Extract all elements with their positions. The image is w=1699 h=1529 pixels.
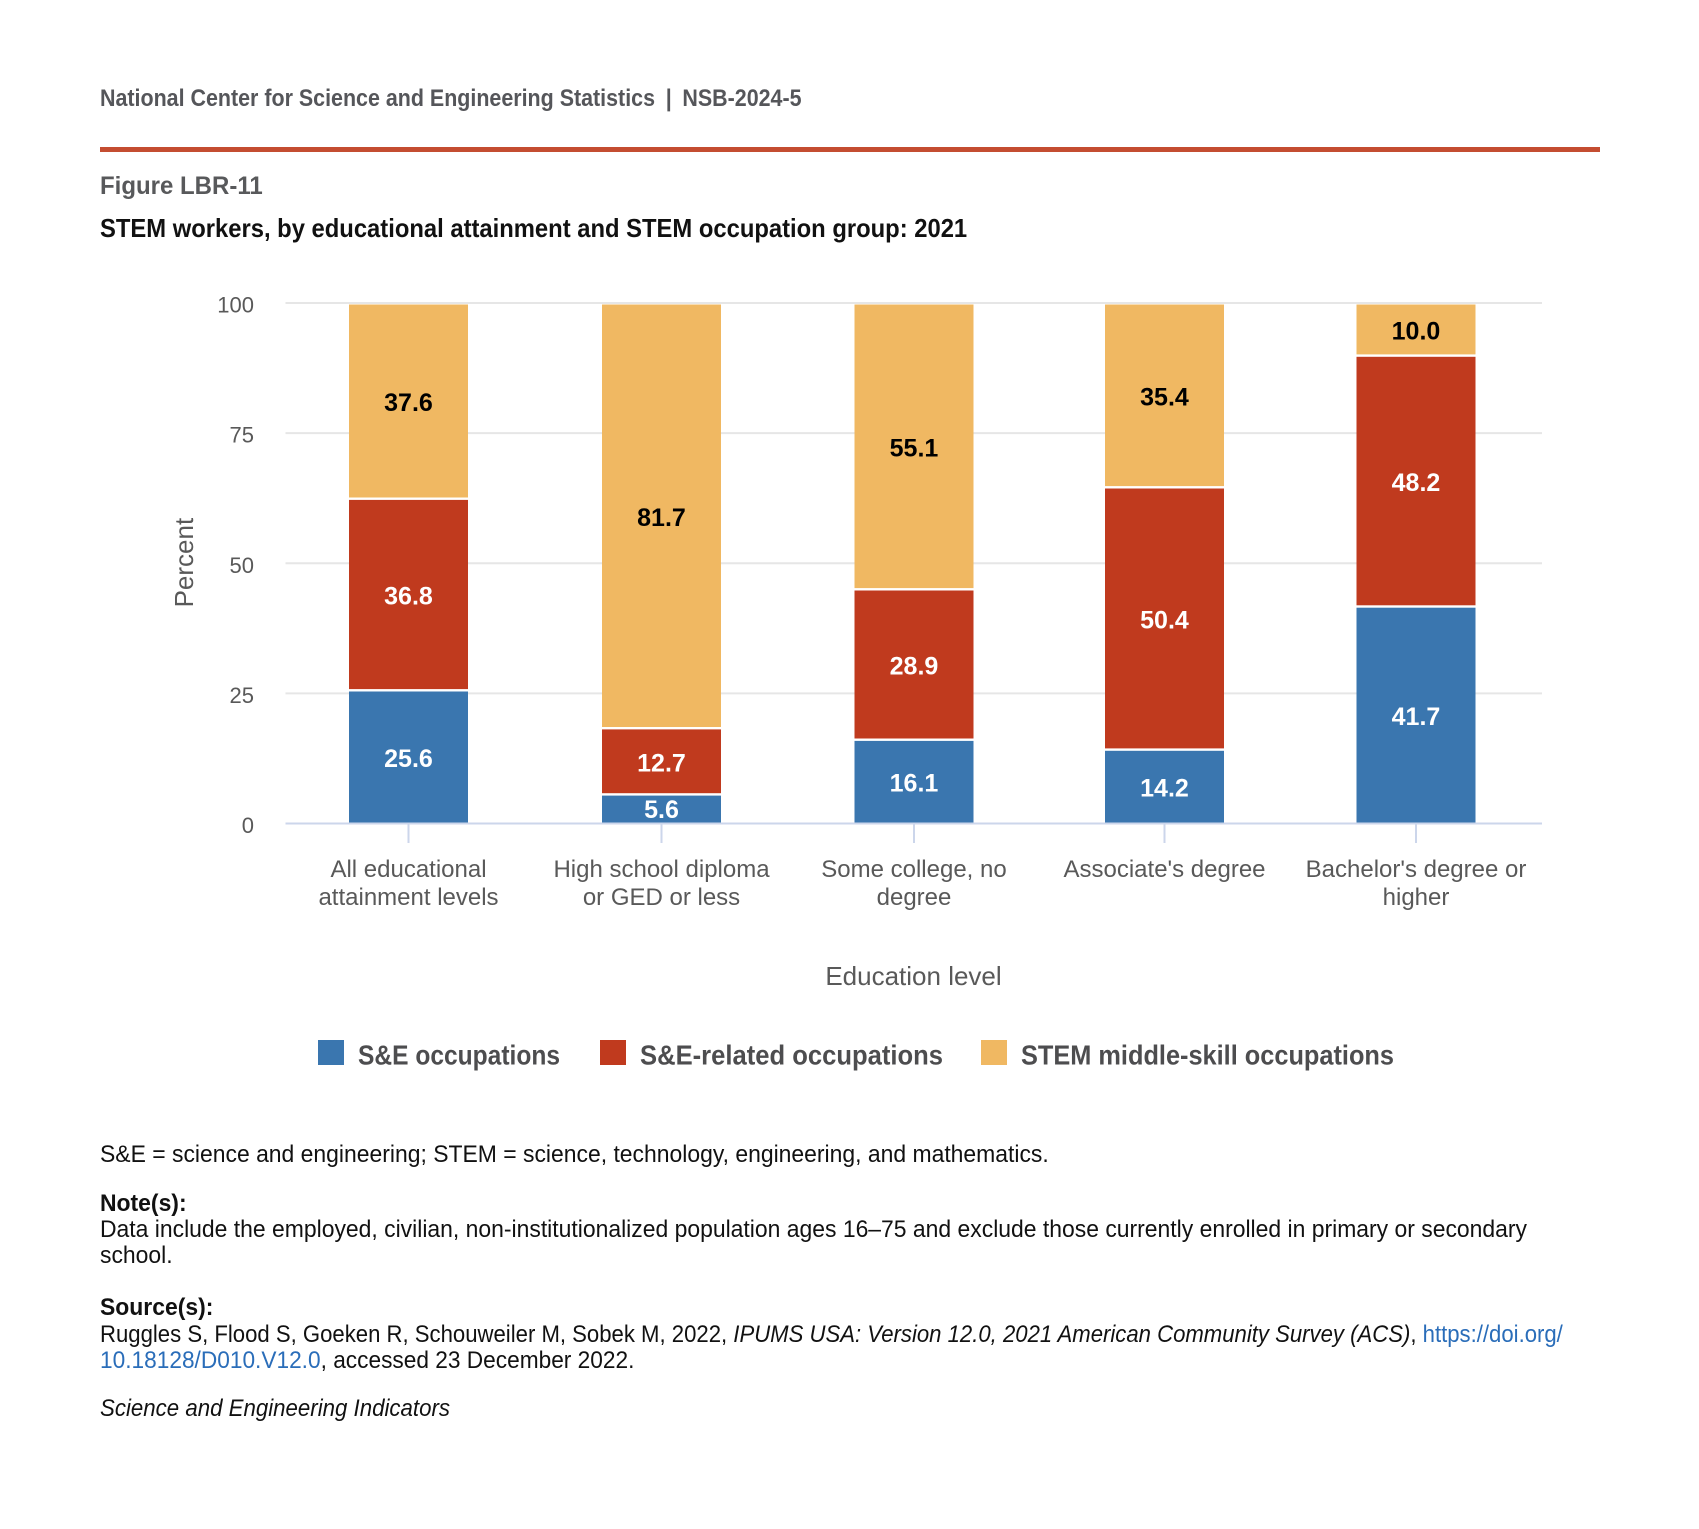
svg-text:or GED or less: or GED or less [583,884,740,911]
svg-text:S&E occupations: S&E occupations [358,1040,560,1071]
svg-text:attainment levels: attainment levels [318,884,498,911]
svg-text:S&E-related occupations: S&E-related occupations [640,1040,943,1071]
svg-text:14.2: 14.2 [1140,775,1189,803]
svg-text:5.6: 5.6 [644,796,679,824]
svg-text:28.9: 28.9 [890,653,939,681]
svg-text:50: 50 [230,553,254,578]
svg-text:Some college, no: Some college, no [821,856,1006,883]
svg-text:50.4: 50.4 [1140,606,1189,634]
svg-text:37.6: 37.6 [384,389,433,417]
svg-text:100: 100 [217,293,254,318]
svg-text:35.4: 35.4 [1140,383,1189,411]
svg-text:Associate's degree: Associate's degree [1063,856,1265,883]
svg-text:55.1: 55.1 [890,434,939,462]
svg-text:High school diploma: High school diploma [553,856,770,883]
svg-text:Bachelor's degree or: Bachelor's degree or [1306,856,1527,883]
svg-text:12.7: 12.7 [637,749,686,777]
svg-text:degree: degree [877,884,952,911]
svg-text:higher: higher [1383,884,1450,911]
svg-text:41.7: 41.7 [1392,703,1441,731]
svg-text:Percent: Percent [169,517,199,607]
svg-text:36.8: 36.8 [384,583,433,611]
svg-text:10.0: 10.0 [1392,318,1441,346]
svg-text:81.7: 81.7 [637,504,686,532]
svg-text:All educational: All educational [330,856,486,883]
svg-text:0: 0 [242,813,254,838]
svg-text:16.1: 16.1 [890,770,939,798]
svg-text:25.6: 25.6 [384,745,433,773]
svg-text:25: 25 [230,683,254,708]
svg-text:Education level: Education level [825,961,1001,991]
svg-text:STEM middle-skill occupations: STEM middle-skill occupations [1021,1040,1394,1071]
svg-text:48.2: 48.2 [1392,469,1441,497]
svg-text:75: 75 [230,423,254,448]
